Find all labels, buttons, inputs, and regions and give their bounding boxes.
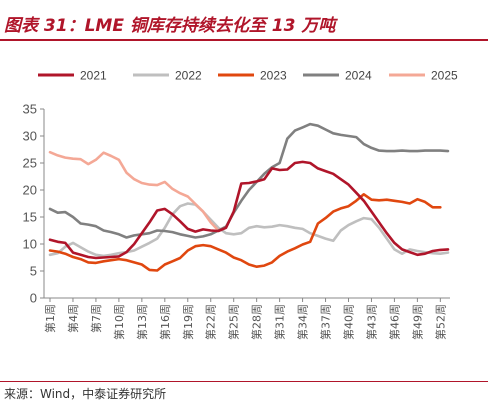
chart-series-lines (48, 122, 450, 272)
x-tick-label: 第16周 (158, 304, 172, 340)
y-tick-label: 5 (30, 264, 37, 279)
chart-axes: 05101520253035第1周 第4周 第7周 第10周 第13周 第16周 第19周第… (23, 102, 450, 340)
series-line-2024 (48, 122, 450, 239)
x-tick-label: 第28周 (250, 304, 264, 340)
x-tick-label: 第19周 (181, 304, 195, 340)
legend-label-2023: 2023 (260, 69, 287, 83)
y-tick-label: 0 (30, 291, 37, 306)
legend-label-2021: 2021 (80, 69, 107, 83)
x-tick-label: 第31周 (273, 304, 287, 340)
x-tick-label: 第13周 (135, 304, 149, 340)
x-tick-label: 第1周 (43, 304, 57, 333)
y-tick-label: 15 (23, 210, 37, 225)
x-tick-label: 第22周 (204, 304, 218, 340)
x-tick-label: 第52周 (433, 304, 447, 340)
series-line-2021 (48, 160, 450, 260)
source-note: 来源：Wind，中泰证券研究所 (4, 387, 167, 401)
series-line-2025 (48, 150, 228, 232)
legend-label-2022: 2022 (175, 69, 202, 83)
legend-label-2024: 2024 (345, 69, 372, 83)
x-tick-label: 第10周 (112, 304, 126, 340)
x-tick-label: 第25周 (227, 304, 241, 340)
chart-legend: 2021 2022 2023 2024 2025 (38, 69, 458, 83)
x-tick-label: 第43周 (364, 304, 378, 340)
footer-divider (0, 381, 488, 382)
y-tick-label: 10 (23, 237, 37, 252)
x-tick-label: 第49周 (410, 304, 424, 340)
series-line-2023 (48, 193, 442, 272)
chart-title: 图表 31：LME 铜库存持续去化至 13 万吨 (4, 16, 336, 36)
legend-label-2025: 2025 (431, 69, 458, 83)
x-tick-label: 第34周 (296, 304, 310, 340)
series-line-2022 (48, 202, 450, 258)
x-tick-label: 第46周 (387, 304, 401, 340)
title-divider (0, 39, 488, 41)
y-tick-label: 35 (23, 102, 37, 117)
x-tick-label: 第7周 (89, 304, 103, 333)
x-tick-label: 第40周 (342, 304, 356, 340)
x-tick-label: 第37周 (319, 304, 333, 340)
y-tick-label: 20 (23, 183, 37, 198)
y-tick-label: 30 (23, 129, 37, 144)
y-tick-label: 25 (23, 156, 37, 171)
x-tick-label: 第4周 (66, 304, 80, 333)
